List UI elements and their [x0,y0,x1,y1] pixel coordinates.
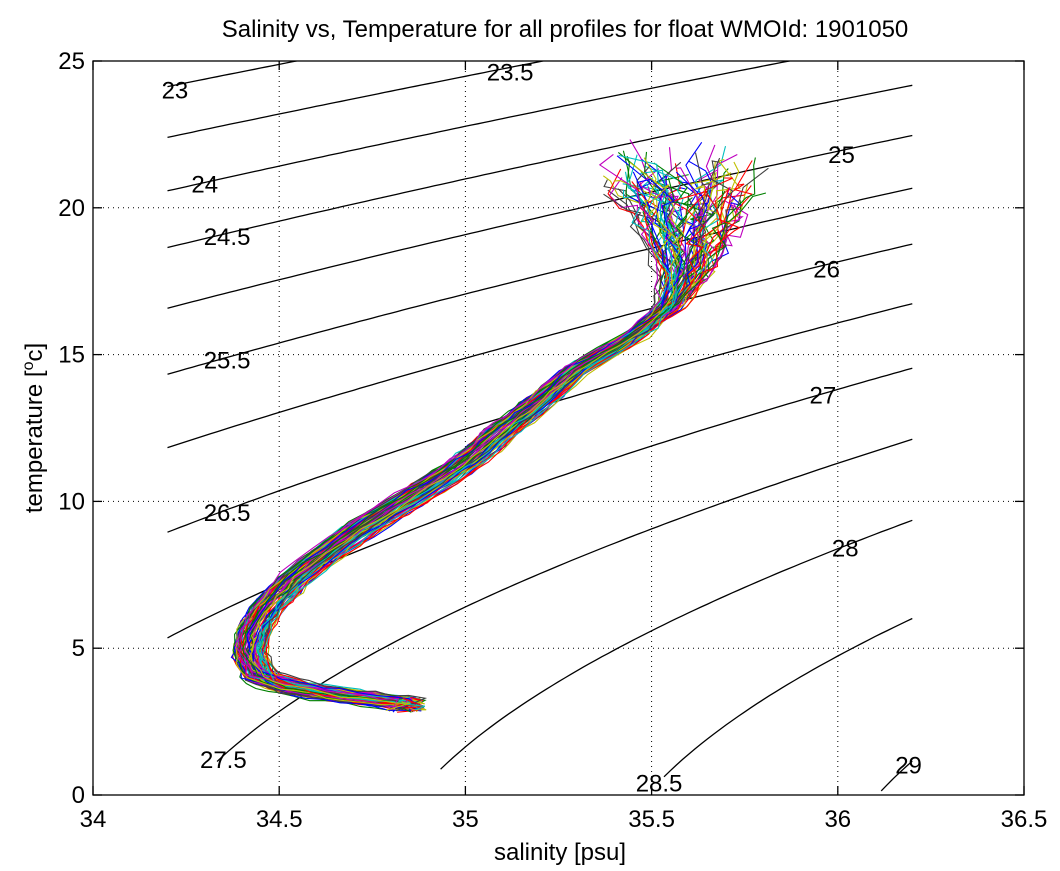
contour-label: 23 [162,77,189,104]
contour-label: 25 [828,142,855,169]
plot-grid [93,61,1024,795]
profile-line [230,171,671,709]
profile-line [252,147,688,711]
y-tick-label: 10 [58,488,85,515]
x-axis-label: salinity [psu] [494,839,626,866]
x-tick-label: 34 [80,806,107,833]
profile-line [237,157,734,705]
profile-line [235,171,673,703]
plot-frame [92,60,1025,796]
profile-line [256,168,669,713]
profile-line [239,167,703,706]
chart-title: Salinity vs, Temperature for all profile… [222,16,909,43]
y-axis-label-suffix: c] [21,343,48,362]
profile-line [256,169,682,708]
y-tick-label: 5 [72,635,85,662]
profile-line [249,162,681,711]
profile-line [236,181,671,709]
profile-line [246,163,687,712]
density-contour [216,438,913,762]
profile-line [265,187,741,707]
contour-label: 27.5 [200,747,247,774]
axis-ticks: 34 34.5 35 35.5 36 36.5 0 5 10 15 20 25 [58,48,1047,833]
y-tick-label: 15 [58,342,85,369]
profile-line [246,178,683,705]
contour-labels: 23 23.5 24 24.5 25 25.5 26 26.5 27 27.5 28 28.5 29 [162,60,922,798]
profile-line [233,158,669,703]
profile-line [240,164,674,708]
density-contour [167,243,913,449]
y-tick-label: 25 [58,48,85,75]
profile-line [234,153,662,711]
contour-label: 29 [895,753,922,780]
density-contour [167,61,300,88]
y-tick-label: 20 [58,195,85,222]
contour-label: 24.5 [204,224,251,251]
profile-line [235,157,672,706]
x-tick-label: 35.5 [628,806,675,833]
profile-line [259,165,686,708]
profile-line [263,152,710,712]
contour-label: 28 [832,535,859,562]
density-contour [167,84,913,249]
contour-label: 27 [810,383,837,410]
contour-label: 26.5 [204,500,251,527]
density-contour [167,187,913,375]
profile-line [256,154,676,707]
profile-line [235,179,686,708]
profile-line [261,190,709,709]
profile-line [246,168,678,713]
profile-line [240,179,686,703]
y-axis-label-super: o [20,361,37,370]
x-tick-label: 36.5 [1001,806,1048,833]
profile-line [239,183,673,706]
x-tick-label: 35 [452,806,479,833]
profile-line [232,177,696,713]
profile-lines [230,139,769,713]
x-tick-label: 34.5 [256,806,303,833]
profile-line [244,155,669,713]
profile-line [239,162,688,709]
profile-line [245,160,712,701]
density-contour [440,519,913,770]
contour-label: 24 [191,171,218,198]
profile-line [234,193,662,711]
profile-line [248,175,670,713]
contour-label: 26 [813,256,840,283]
x-tick-label: 36 [824,806,851,833]
contour-label: 25.5 [204,347,251,374]
density-contour [880,760,913,792]
profile-line [237,179,662,708]
profile-line [247,150,668,707]
y-axis-label: temperature [oc] [20,343,48,513]
profile-line [235,183,681,708]
profile-line [250,139,678,702]
density-contour [663,617,913,778]
profile-line [246,177,680,701]
density-contour [167,134,913,309]
y-axis-label-main: temperature [ [21,370,48,513]
contour-label: 23.5 [487,60,534,87]
profile-line [262,177,669,710]
y-tick-label: 0 [72,782,85,809]
contour-label: 28.5 [636,770,683,797]
profile-line [244,161,684,708]
profile-line [237,155,665,708]
